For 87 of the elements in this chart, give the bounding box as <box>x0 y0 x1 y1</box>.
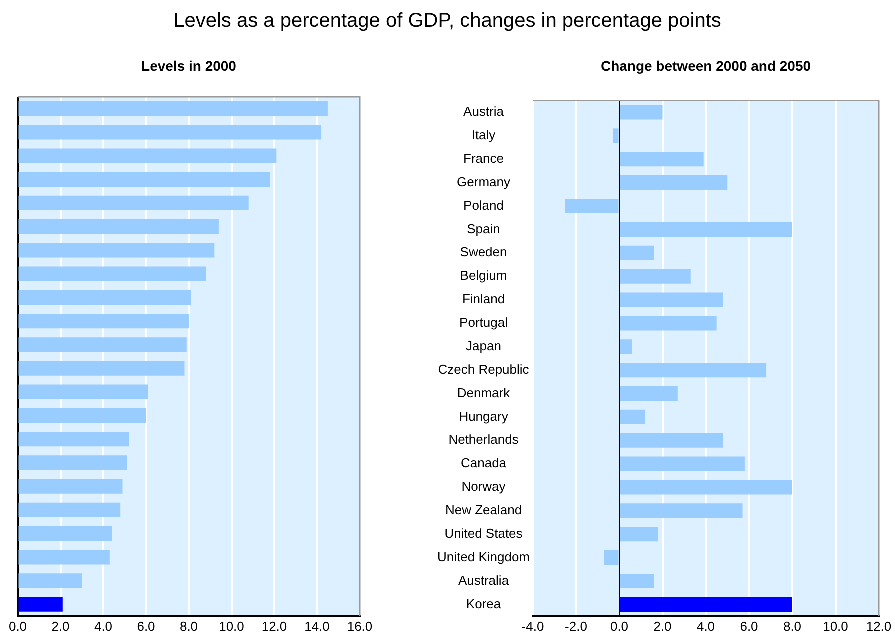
bar <box>18 526 112 542</box>
bar <box>18 314 189 329</box>
bar <box>18 266 206 282</box>
y-tick-label: Denmark <box>457 385 511 400</box>
bar <box>620 480 792 495</box>
chart-subtitle: Levels in 2000 <box>140 58 238 74</box>
x-tick-label: 12.0 <box>866 618 892 634</box>
x-tick-label: 4.0 <box>696 618 716 634</box>
y-tick-label: Czech Republic <box>438 362 530 377</box>
bar <box>620 363 767 378</box>
bar <box>620 292 724 308</box>
bar <box>620 527 658 542</box>
bar <box>613 128 619 144</box>
bar <box>620 246 654 260</box>
bar <box>18 597 63 612</box>
chart-title: Change between 2000 and 2050 <box>600 58 812 74</box>
x-tick-label: -4.0 <box>522 618 544 634</box>
bar <box>620 269 691 284</box>
x-tick-label: 16.0 <box>347 618 373 634</box>
text: Levels as a percentage of GDP, changes in percentage points <box>172 10 722 33</box>
bar <box>620 597 792 612</box>
bar <box>18 502 121 518</box>
y-tick-label: Korea <box>466 596 502 612</box>
bar <box>620 456 745 472</box>
x-tick-label: 10.0 <box>219 618 244 634</box>
x-tick-label: 12.0 <box>262 618 288 634</box>
y-tick-label: Sweden <box>460 244 508 260</box>
bar <box>18 574 82 588</box>
y-tick-label: Italy <box>472 128 496 143</box>
bar <box>18 243 215 258</box>
bar <box>18 290 192 305</box>
y-tick-label: Norway <box>462 479 506 494</box>
bar <box>620 222 792 237</box>
x-tick-label: 0.0 <box>8 618 28 634</box>
y-tick-label: Netherlands <box>448 432 520 448</box>
bar <box>18 220 219 234</box>
bar <box>620 105 663 120</box>
x-tick-label: 10.0 <box>823 618 848 634</box>
y-tick-label: Portugal <box>460 315 508 330</box>
bar <box>565 199 619 214</box>
y-tick-label: Belgium <box>460 268 508 284</box>
y-tick-label: Austria <box>464 104 505 120</box>
bar <box>18 338 187 352</box>
bar <box>620 386 678 402</box>
x-tick-label: -2.0 <box>565 618 588 634</box>
bar <box>620 410 646 424</box>
y-tick-label: Australia <box>458 572 510 588</box>
x-tick-label: 14.0 <box>304 618 330 634</box>
x-tick-label: 4.0 <box>94 618 113 634</box>
bar <box>620 316 717 331</box>
x-tick-label: 2.0 <box>654 618 672 634</box>
bar <box>18 361 185 376</box>
x-tick-label: 8.0 <box>783 618 802 634</box>
bar <box>18 196 249 211</box>
x-tick-label: 6.0 <box>137 618 156 634</box>
y-tick-label: Finland <box>462 292 506 307</box>
bar <box>620 504 743 518</box>
bar <box>620 433 724 448</box>
bar <box>620 152 704 167</box>
y-tick-label: New Zealand <box>445 502 522 518</box>
bar <box>604 550 619 566</box>
bar <box>620 574 654 589</box>
bar <box>18 101 328 116</box>
bar <box>18 456 128 470</box>
bar <box>620 340 632 354</box>
y-tick-label: Spain <box>467 221 500 236</box>
bar <box>18 432 130 447</box>
y-tick-label: Hungary <box>459 408 509 424</box>
y-tick-label: Germany <box>457 174 511 190</box>
x-tick-label: 6.0 <box>740 618 758 634</box>
bar <box>620 176 728 190</box>
bar <box>18 479 123 494</box>
x-tick-label: 2.0 <box>52 618 70 634</box>
y-tick-label: United Kingdom <box>438 549 530 564</box>
bar <box>18 384 148 400</box>
y-tick-label: France <box>464 150 504 166</box>
x-tick-label: 0.0 <box>610 618 629 634</box>
bar <box>18 550 110 565</box>
y-tick-label: Japan <box>466 338 502 354</box>
bar <box>18 408 146 424</box>
y-tick-label: Canada <box>460 456 508 471</box>
x-tick-label: 8.0 <box>180 618 198 634</box>
y-tick-label: Poland <box>464 198 504 213</box>
y-tick-label: United States <box>444 526 524 541</box>
bar <box>18 172 270 187</box>
bar <box>18 148 277 164</box>
bar <box>18 125 322 140</box>
